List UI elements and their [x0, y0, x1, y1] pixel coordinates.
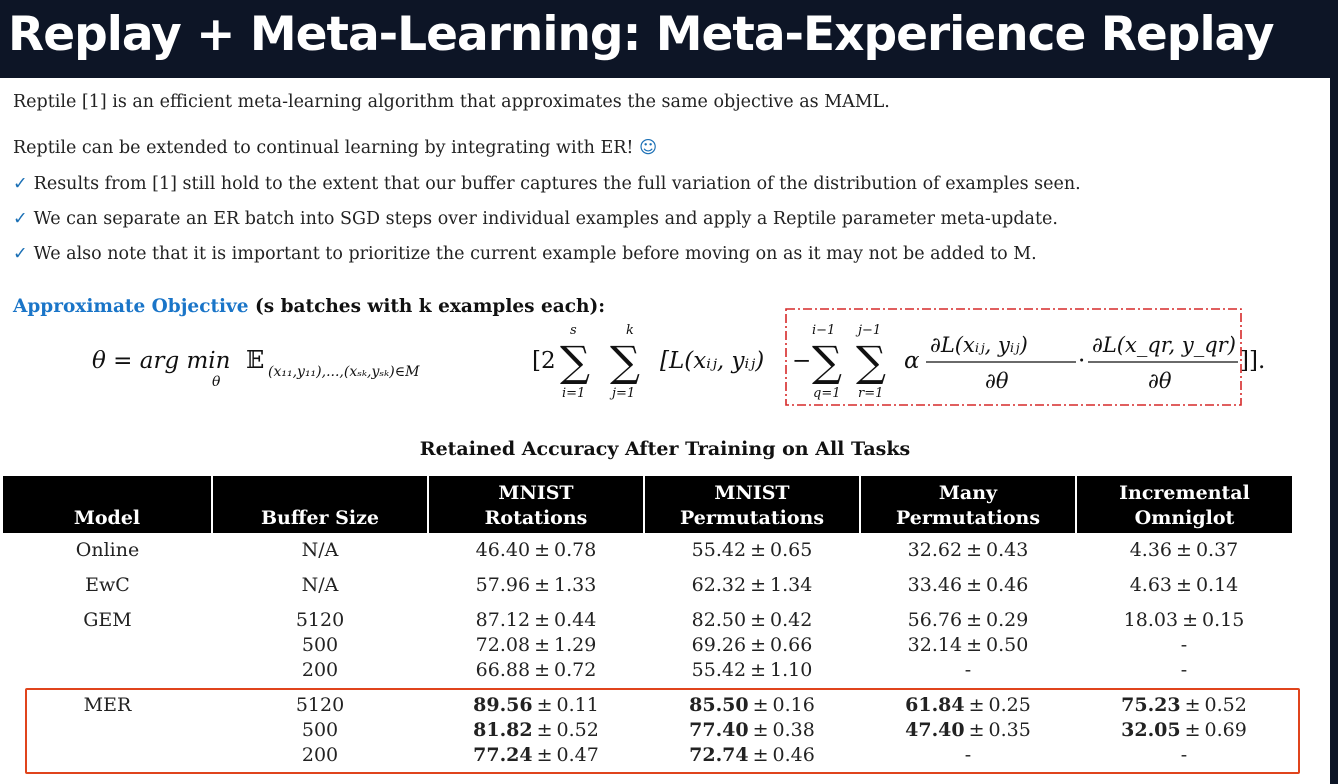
cell-mnist-permutations: 55.42 ±0.65: [691, 539, 813, 561]
cell-many-permutations: 61.84 ±0.25 47.40 ±0.35-: [905, 694, 1031, 766]
formula-minus: −: [792, 348, 811, 374]
formula-alpha: α: [904, 348, 920, 374]
frac1-numerator: ∂L(xᵢⱼ, yᵢⱼ): [930, 333, 1028, 357]
cell-incremental-omniglot: 4.36 ±0.37: [1129, 539, 1239, 561]
sum3-top: i−1: [812, 323, 835, 338]
frac1-denominator: ∂θ: [985, 369, 1009, 393]
cell-mnist-permutations: 62.32 ±1.34: [691, 574, 813, 596]
slide-title: Replay + Meta-Learning: Meta-Experience …: [0, 0, 1338, 70]
cell-mnist-rotations: 46.40 ±0.78: [475, 539, 597, 561]
sum3-bottom: q=1: [813, 386, 841, 401]
cell-buffer-size: 5120 500 200: [295, 609, 345, 681]
smile-icon: ☺: [639, 138, 658, 158]
table-row: EwC N/A 57.96 ±1.33 62.32 ±1.34 33.46 ±0.46 4.63…: [3, 568, 1292, 603]
sum2-top: k: [626, 323, 634, 338]
bullet-2: ✓ We can separate an ER batch into SGD st…: [13, 209, 1058, 229]
cell-many-permutations: 32.62 ±0.43: [907, 539, 1029, 561]
cell-mnist-rotations: 89.56 ±0.11 81.82 ±0.52 77.24 ±0.47: [473, 694, 599, 766]
cell-model: MER: [83, 694, 132, 716]
header-mnist-permutations: MNIST Permutations: [643, 476, 860, 533]
cell-model: EwC: [85, 574, 130, 596]
cell-buffer-size: 5120 500 200: [295, 694, 345, 766]
table-caption: Retained Accuracy After Training on All …: [419, 438, 911, 460]
cell-mnist-rotations: 57.96 ±1.33: [475, 574, 597, 596]
frac2-numerator: ∂L(x_qr, y_qr): [1092, 333, 1236, 357]
intro-line-2: Reptile can be extended to continual lea…: [13, 138, 657, 158]
formula-expectation: 𝔼: [246, 346, 264, 374]
check-icon: ✓: [13, 244, 28, 264]
objective-heading-rest: (s batches with k examples each):: [248, 296, 606, 317]
check-icon: ✓: [13, 174, 28, 194]
cell-model: GEM: [83, 609, 132, 631]
header-model: Model: [3, 476, 212, 533]
cell-incremental-omniglot: 4.63 ±0.14: [1129, 574, 1239, 596]
cell-buffer-size: N/A: [301, 574, 339, 596]
cell-mnist-permutations: 82.50 ±0.42 69.26 ±0.66 55.42 ±1.10: [691, 609, 813, 681]
sum4-glyph: ∑: [856, 337, 886, 386]
intro-line-2-text: Reptile can be extended to continual lea…: [13, 138, 634, 158]
bullet-3: ✓ We also note that it is important to pr…: [13, 244, 1037, 264]
formula-dot: ·: [1078, 348, 1085, 374]
sum1-bottom: i=1: [562, 386, 585, 401]
sum1-top: s: [570, 323, 577, 338]
table-row: MER 5120 500 200 89.56 ±0.11 81.82 ±0.52 77.24 ±0…: [3, 685, 1292, 770]
mer-highlight-box: [25, 688, 1300, 774]
cell-incremental-omniglot: 75.23 ±0.52 32.05 ±0.69-: [1121, 694, 1247, 766]
frac2-denominator: ∂θ: [1148, 369, 1172, 393]
objective-formula: θ = arg min θ 𝔼 (x₁₁,y₁₁),...,(xₛₖ,yₛₖ)∈…: [92, 308, 1265, 406]
cell-mnist-rotations: 87.12 ±0.44 72.08 ±1.29 66.88 ±0.72: [475, 609, 597, 681]
objective-heading-blue: Approximate Objective: [13, 296, 249, 317]
header-mnist-rotations: MNIST Rotations: [427, 476, 644, 533]
sum3-glyph: ∑: [812, 337, 842, 386]
slide-edge: [1330, 78, 1338, 784]
formula-lhs: θ = arg min: [92, 348, 230, 374]
sum1-glyph: ∑: [560, 337, 590, 386]
sum4-top: j−1: [855, 323, 881, 338]
cell-many-permutations: 33.46 ±0.46: [907, 574, 1029, 596]
formula-loss-term: [L(xᵢⱼ, yᵢⱼ): [660, 348, 764, 374]
cell-many-permutations: 56.76 ±0.29 32.14 ±0.50-: [907, 609, 1029, 681]
check-icon: ✓: [13, 209, 28, 229]
objective-heading: Approximate Objective (s batches with k …: [13, 296, 605, 317]
bullet-1: ✓ Results from [1] still hold to the exte…: [13, 174, 1081, 194]
slide-content: Reptile [1] is an efficient meta-learnin…: [0, 78, 1330, 784]
table-row: GEM 5120 500 200 87.12 ±0.44 72.08 ±1.29 66.88 ±0…: [3, 603, 1292, 685]
intro-line-1: Reptile [1] is an efficient meta-learnin…: [13, 92, 890, 112]
table-header-row: Model Buffer Size MNIST Rotations MNIST Pe…: [3, 476, 1292, 533]
cell-mnist-permutations: 85.50 ±0.16 77.40 ±0.38 72.74 ±0.46: [689, 694, 815, 766]
cell-buffer-size: N/A: [301, 539, 339, 561]
formula-argmin-sub: θ: [212, 374, 221, 390]
sum2-glyph: ∑: [610, 337, 640, 386]
table-row: Online N/A 46.40 ±0.78 55.42 ±0.65 32.62 ±0.43 4…: [3, 533, 1292, 568]
bullet-3-text: We also note that it is important to pri…: [33, 244, 1037, 264]
bullet-1-text: Results from [1] still hold to the exten…: [33, 174, 1081, 194]
cell-incremental-omniglot: 18.03 ±0.15- -: [1123, 609, 1245, 681]
header-many-permutations: Many Permutations: [859, 476, 1076, 533]
table-body: Online N/A 46.40 ±0.78 55.42 ±0.65 32.62 ±0.43 4…: [3, 533, 1292, 770]
cell-model: Online: [75, 539, 140, 561]
formula-expectation-sub: (x₁₁,y₁₁),...,(xₛₖ,yₛₖ)∈M: [268, 364, 420, 380]
sum4-bottom: r=1: [858, 386, 883, 401]
header-incremental-omniglot: Incremental Omniglot: [1075, 476, 1292, 533]
formula-bracket-open: [2: [532, 348, 556, 374]
sum2-bottom: j=1: [609, 386, 635, 401]
bullet-2-text: We can separate an ER batch into SGD ste…: [33, 209, 1058, 229]
header-buffer-size: Buffer Size: [211, 476, 428, 533]
results-table: Model Buffer Size MNIST Rotations MNIST Pe…: [3, 476, 1292, 770]
formula-closing: ]].: [1240, 348, 1265, 374]
highlight-dashed-box: [785, 308, 1242, 406]
